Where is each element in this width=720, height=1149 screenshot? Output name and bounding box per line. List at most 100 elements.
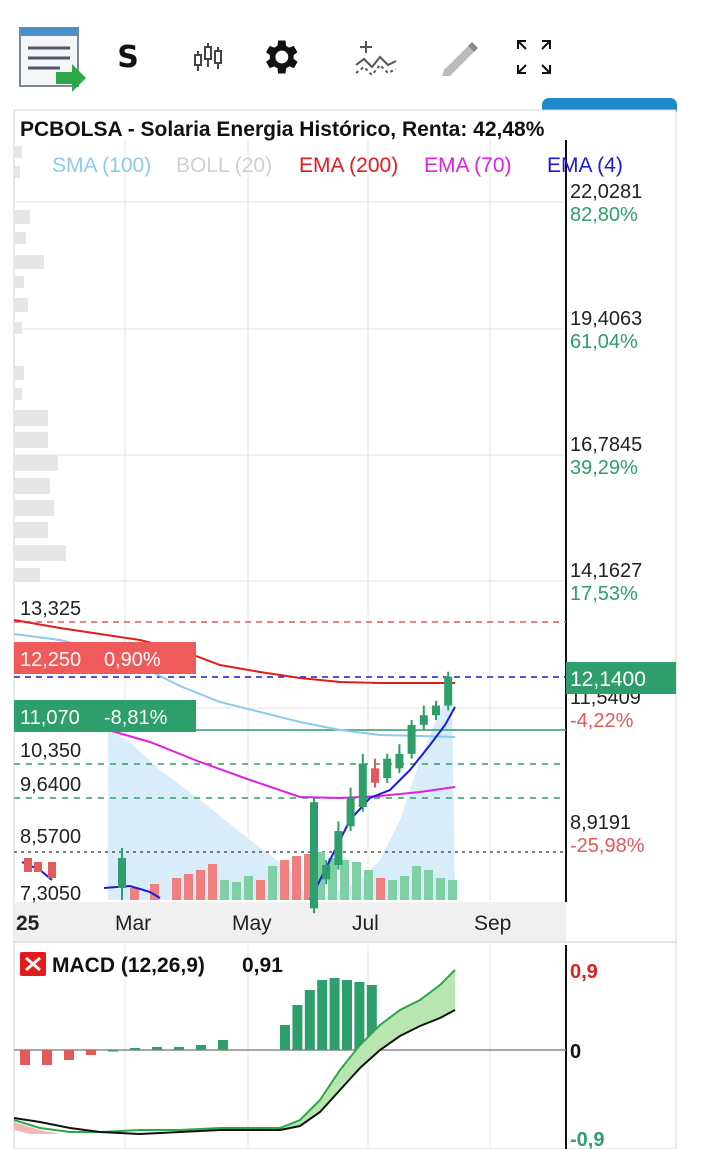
volume-bar bbox=[304, 854, 313, 900]
level-label-9640: 9,6400 bbox=[20, 774, 81, 796]
indicators-icon[interactable] bbox=[350, 22, 400, 92]
volume-bar bbox=[316, 852, 325, 900]
volume-profile-bar bbox=[14, 432, 48, 448]
price-axis-pct: -4,22% bbox=[570, 710, 634, 732]
price-axis-pct: -25,98% bbox=[570, 835, 645, 857]
volume-bar bbox=[244, 876, 253, 900]
volume-profile-bar bbox=[14, 522, 48, 538]
macd-histogram-bar bbox=[317, 980, 328, 1050]
volume-profile-bar bbox=[14, 298, 28, 312]
fullscreen-icon[interactable] bbox=[512, 22, 556, 92]
tab-indicator[interactable] bbox=[542, 98, 677, 112]
time-axis bbox=[14, 902, 566, 942]
macd-histogram bbox=[20, 978, 377, 1065]
price-axis-label: 16,7845 bbox=[570, 434, 642, 456]
candle bbox=[407, 724, 416, 754]
candle bbox=[419, 715, 428, 725]
signal-line bbox=[13, 1009, 456, 1136]
volume-bar bbox=[130, 888, 139, 900]
toolbar: S bbox=[0, 0, 720, 100]
macd-fill-area bbox=[280, 970, 455, 1130]
macd-histogram-bar bbox=[108, 1050, 118, 1052]
volume-profile-bar bbox=[14, 500, 54, 516]
macd-histogram-bar bbox=[218, 1040, 228, 1050]
volume-bar bbox=[400, 876, 409, 900]
legend-boll-20[interactable]: BOLL (20) bbox=[176, 154, 272, 177]
time-label: May bbox=[232, 912, 272, 935]
green-badge-price: 11,070 bbox=[20, 707, 80, 729]
symbol-button[interactable]: S bbox=[117, 39, 139, 75]
macd-histogram-bar bbox=[280, 1025, 290, 1050]
macd-axis-bottom: -0,9 bbox=[570, 1129, 604, 1149]
macd-histogram-bar bbox=[20, 1050, 30, 1065]
volume-bar bbox=[352, 862, 361, 900]
time-label: Mar bbox=[115, 912, 151, 935]
volume-bar bbox=[208, 864, 217, 900]
macd-histogram-bar bbox=[130, 1048, 140, 1050]
volume-bar bbox=[232, 882, 241, 900]
time-label: Sep bbox=[474, 912, 511, 935]
level-label-8570: 8,5700 bbox=[20, 826, 81, 848]
time-label: 25 bbox=[16, 912, 40, 935]
time-label: Jul bbox=[352, 912, 379, 935]
volume-profile-bar bbox=[14, 210, 30, 224]
volume-bar bbox=[340, 860, 349, 900]
volume-bar bbox=[436, 878, 445, 900]
ema-200-line bbox=[13, 619, 455, 684]
volume-profile-bar bbox=[14, 478, 50, 494]
macd-histogram-bar bbox=[42, 1050, 52, 1065]
report-icon[interactable] bbox=[14, 22, 90, 92]
macd-histogram-bar bbox=[366, 985, 377, 1050]
price-axis-pct: 82,80% bbox=[570, 204, 638, 226]
volume-profile-bar bbox=[14, 455, 58, 471]
macd-histogram-bar bbox=[342, 980, 352, 1050]
candle bbox=[310, 802, 318, 909]
price-axis-label: 22,0281 bbox=[570, 181, 642, 203]
red-badge-pct: 0,90% bbox=[104, 649, 161, 671]
legend-ema-200[interactable]: EMA (200) bbox=[299, 154, 398, 177]
macd-histogram-bar bbox=[64, 1050, 74, 1060]
volume-bar bbox=[280, 860, 289, 900]
draw-pencil-icon[interactable] bbox=[436, 22, 482, 92]
volume-bar bbox=[292, 856, 301, 900]
legend-ema-4[interactable]: EMA (4) bbox=[547, 154, 623, 177]
candle bbox=[34, 862, 42, 872]
macd-histogram-bar bbox=[152, 1047, 162, 1050]
candles-icon[interactable] bbox=[188, 22, 232, 92]
ema-4-line-mid bbox=[103, 884, 161, 899]
candle bbox=[432, 705, 440, 716]
green-badge: 11,070 -8,81% bbox=[14, 700, 196, 732]
macd-axis-top: 0,9 bbox=[570, 961, 598, 983]
macd-fill-negative bbox=[14, 1122, 60, 1134]
ema-70-line bbox=[107, 729, 456, 800]
gear-icon[interactable] bbox=[256, 22, 304, 92]
macd-histogram-bar bbox=[86, 1050, 96, 1055]
macd-label: MACD (12,26,9) bbox=[52, 954, 205, 977]
candle bbox=[24, 858, 32, 872]
level-label-10350: 10,350 bbox=[20, 740, 81, 762]
chart-title: PCBOLSA - Solaria Energia Histórico, Ren… bbox=[20, 118, 545, 141]
candles bbox=[310, 671, 453, 914]
volume-profile-bar bbox=[14, 568, 40, 582]
volume-bar bbox=[220, 880, 229, 900]
price-axis-pct: 39,29% bbox=[570, 457, 638, 479]
vertical-gridlines bbox=[124, 140, 491, 1149]
legend-sma-100[interactable]: SMA (100) bbox=[52, 154, 151, 177]
volume-bar bbox=[172, 878, 181, 900]
macd-histogram-bar bbox=[196, 1045, 206, 1050]
volume-bar bbox=[256, 880, 265, 900]
legend-ema-70[interactable]: EMA (70) bbox=[424, 154, 512, 177]
macd-histogram-bar bbox=[174, 1047, 184, 1050]
candle bbox=[48, 862, 56, 878]
price-axis-pct: 17,53% bbox=[570, 583, 638, 605]
volume-profile-bar bbox=[14, 545, 66, 561]
level-label-13325: 13,325 bbox=[20, 598, 81, 620]
candle bbox=[118, 858, 126, 888]
candle bbox=[322, 864, 331, 880]
volume-bar bbox=[388, 880, 397, 900]
volume-bar bbox=[196, 870, 205, 900]
volume-bars bbox=[130, 852, 457, 900]
volume-profile-bar bbox=[14, 366, 24, 380]
current-price-label: 12,1400 bbox=[570, 668, 646, 691]
